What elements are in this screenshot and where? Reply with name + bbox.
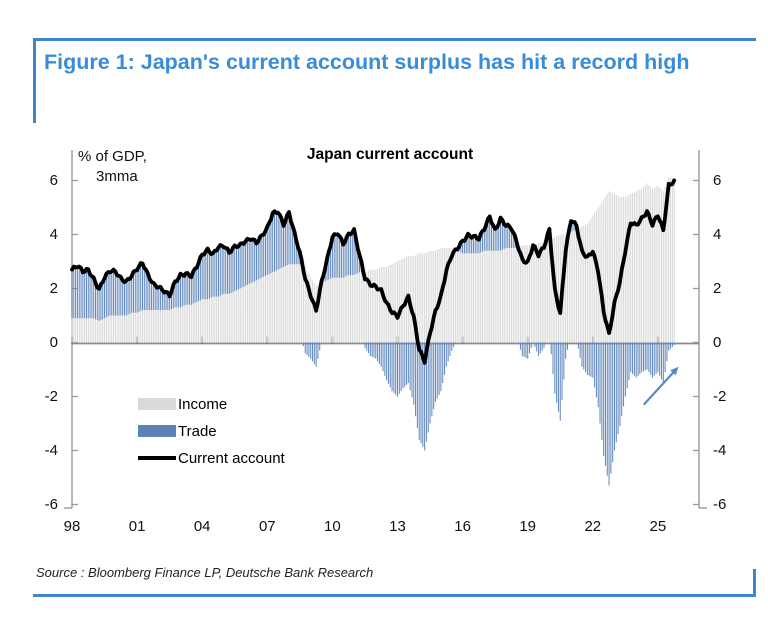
x-axis-tick-label: 98 — [63, 518, 81, 535]
y-axis-tick-label-right: 0 — [713, 333, 722, 351]
figure-title: Figure 1: Japan's current account surplu… — [44, 50, 690, 74]
axis-unit-label: % of GDP, 3mma — [78, 147, 147, 187]
source-note: Source : Bloomberg Finance LP, Deutsche … — [36, 565, 374, 580]
y-axis-tick-label-right: -6 — [713, 495, 727, 513]
chart-legend: Income Trade Current account — [138, 396, 285, 477]
figure-left-border — [33, 38, 36, 123]
y-axis-tick-label-right: 2 — [713, 279, 722, 297]
y-axis-tick-label-right: -2 — [713, 387, 727, 405]
y-axis-tick-label-right: -4 — [713, 441, 727, 459]
legend-label-income: Income — [178, 395, 228, 413]
y-axis-tick-label-left: 6 — [49, 171, 58, 189]
income-swatch-icon — [138, 398, 176, 410]
x-axis-tick-label: 13 — [389, 518, 406, 535]
legend-label-trade: Trade — [178, 422, 217, 440]
x-axis-tick-label: 10 — [324, 518, 341, 535]
y-axis-tick-label-left: -6 — [44, 495, 58, 513]
current-account-line — [70, 178, 677, 365]
current-account-line-swatch-icon — [138, 456, 176, 460]
trend-arrowhead-icon — [670, 366, 679, 376]
y-axis-tick-label-left: -2 — [44, 387, 58, 405]
legend-item-income: Income — [138, 395, 285, 413]
trend-arrow-icon — [642, 370, 676, 406]
x-axis-tick-label: 19 — [519, 518, 537, 535]
x-axis-tick-label: 07 — [258, 518, 276, 535]
chart-title: Japan current account — [306, 146, 474, 163]
figure-bottom-border — [33, 594, 756, 597]
trade-swatch-icon — [138, 425, 176, 437]
figure-top-border — [33, 38, 756, 41]
axis-unit-label-line2: 3mma — [96, 168, 138, 185]
y-axis-tick-label-right: 6 — [713, 171, 722, 189]
y-axis-tick-label-left: 2 — [49, 279, 58, 297]
figure-right-border — [753, 569, 756, 597]
x-axis-tick-label: 04 — [193, 518, 211, 535]
y-axis-tick-label-left: -4 — [44, 441, 58, 459]
legend-item-trade: Trade — [138, 422, 285, 440]
x-axis-tick-label: 01 — [128, 518, 146, 535]
axis-unit-label-line1: % of GDP, — [78, 148, 147, 165]
y-axis-tick-label-right: 4 — [713, 225, 722, 243]
legend-item-current-account: Current account — [138, 449, 285, 467]
x-axis-tick-label: 22 — [584, 518, 602, 535]
legend-label-current-account: Current account — [178, 449, 285, 467]
x-axis-tick-label: 16 — [454, 518, 471, 535]
y-axis-tick-label-left: 0 — [49, 333, 58, 351]
x-axis-tick-label: 25 — [649, 518, 667, 535]
y-axis-tick-label-left: 4 — [49, 225, 58, 243]
